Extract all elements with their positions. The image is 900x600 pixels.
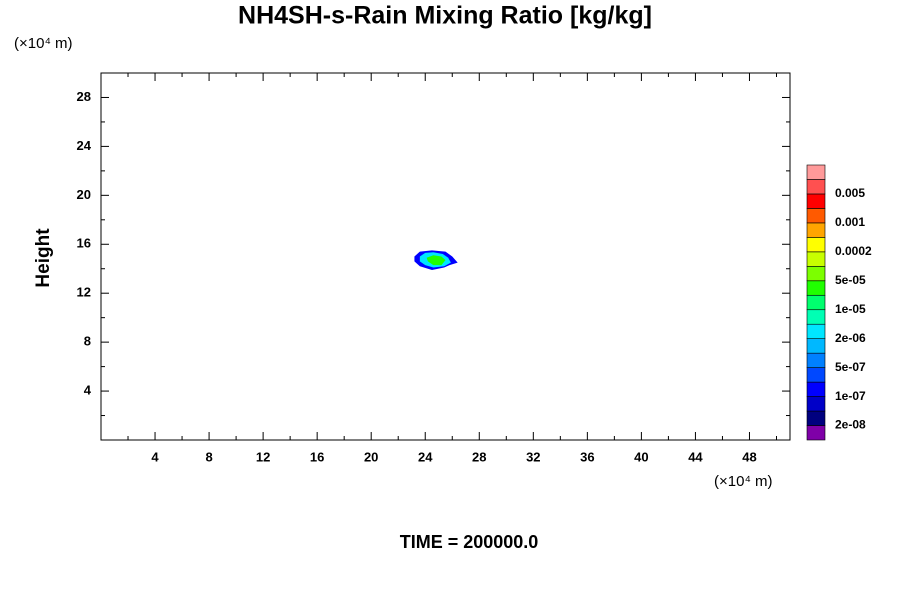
y-tick-label: 12	[77, 285, 91, 300]
colorbar-label: 1e-07	[835, 389, 866, 403]
colorbar-swatch	[806, 425, 826, 441]
x-tick-label: 32	[526, 449, 540, 464]
y-tick-label: 8	[84, 334, 91, 349]
colorbar-swatch	[806, 367, 826, 383]
colorbar-swatch	[806, 222, 826, 238]
x-tick-label: 4	[151, 449, 159, 464]
y-axis-label: Height	[33, 228, 54, 288]
y-unit: (×10⁴ m)	[14, 35, 73, 52]
colorbar-swatch	[806, 208, 826, 224]
x-tick-label: 12	[256, 449, 270, 464]
colorbar-label: 1e-05	[835, 302, 866, 316]
colorbar-swatch	[806, 193, 826, 209]
colorbar-label: 2e-06	[835, 331, 866, 345]
colorbar-label: 0.0002	[835, 244, 872, 258]
colorbar-label: 2e-08	[835, 418, 866, 432]
colorbar-swatch	[806, 237, 826, 253]
colorbar-label: 5e-05	[835, 273, 866, 287]
colorbar-swatch	[806, 323, 826, 339]
colorbar-swatch	[806, 266, 826, 282]
y-tick-label: 24	[77, 138, 92, 153]
x-tick-label: 28	[472, 449, 486, 464]
x-tick-label: 44	[688, 449, 703, 464]
colorbar-swatch	[806, 294, 826, 311]
colorbar-swatch	[806, 396, 826, 412]
y-tick-label: 28	[77, 89, 91, 104]
x-tick-label: 40	[634, 449, 648, 464]
colorbar-swatch	[806, 381, 826, 397]
colorbar-swatch	[806, 410, 826, 426]
y-tick-label: 20	[77, 187, 91, 202]
contour-region	[426, 255, 446, 266]
x-tick-label: 48	[742, 449, 756, 464]
x-tick-label: 36	[580, 449, 594, 464]
colorbar-swatch	[806, 251, 826, 267]
colorbar-swatch	[806, 352, 826, 368]
x-tick-label: 20	[364, 449, 378, 464]
colorbar-swatch	[806, 179, 826, 195]
y-tick-label: 16	[77, 236, 91, 251]
chart-title: NH4SH-s-Rain Mixing Ratio [kg/kg]	[238, 2, 652, 30]
colorbar-label: 0.001	[835, 215, 865, 229]
colorbar-label: 0.005	[835, 186, 865, 200]
footer: TIME = 200000.0	[400, 532, 539, 552]
colorbar-swatch	[806, 280, 826, 296]
y-tick-label: 4	[84, 383, 92, 398]
x-tick-label: 24	[418, 449, 433, 464]
colorbar-swatch	[806, 164, 826, 180]
x-tick-label: 8	[205, 449, 212, 464]
colorbar-label: 5e-07	[835, 360, 866, 374]
colorbar-swatch	[806, 309, 826, 325]
plot-frame	[100, 72, 791, 441]
x-tick-label: 16	[310, 449, 324, 464]
colorbar-swatch	[806, 338, 826, 354]
x-unit: (×10⁴ m)	[714, 473, 773, 490]
